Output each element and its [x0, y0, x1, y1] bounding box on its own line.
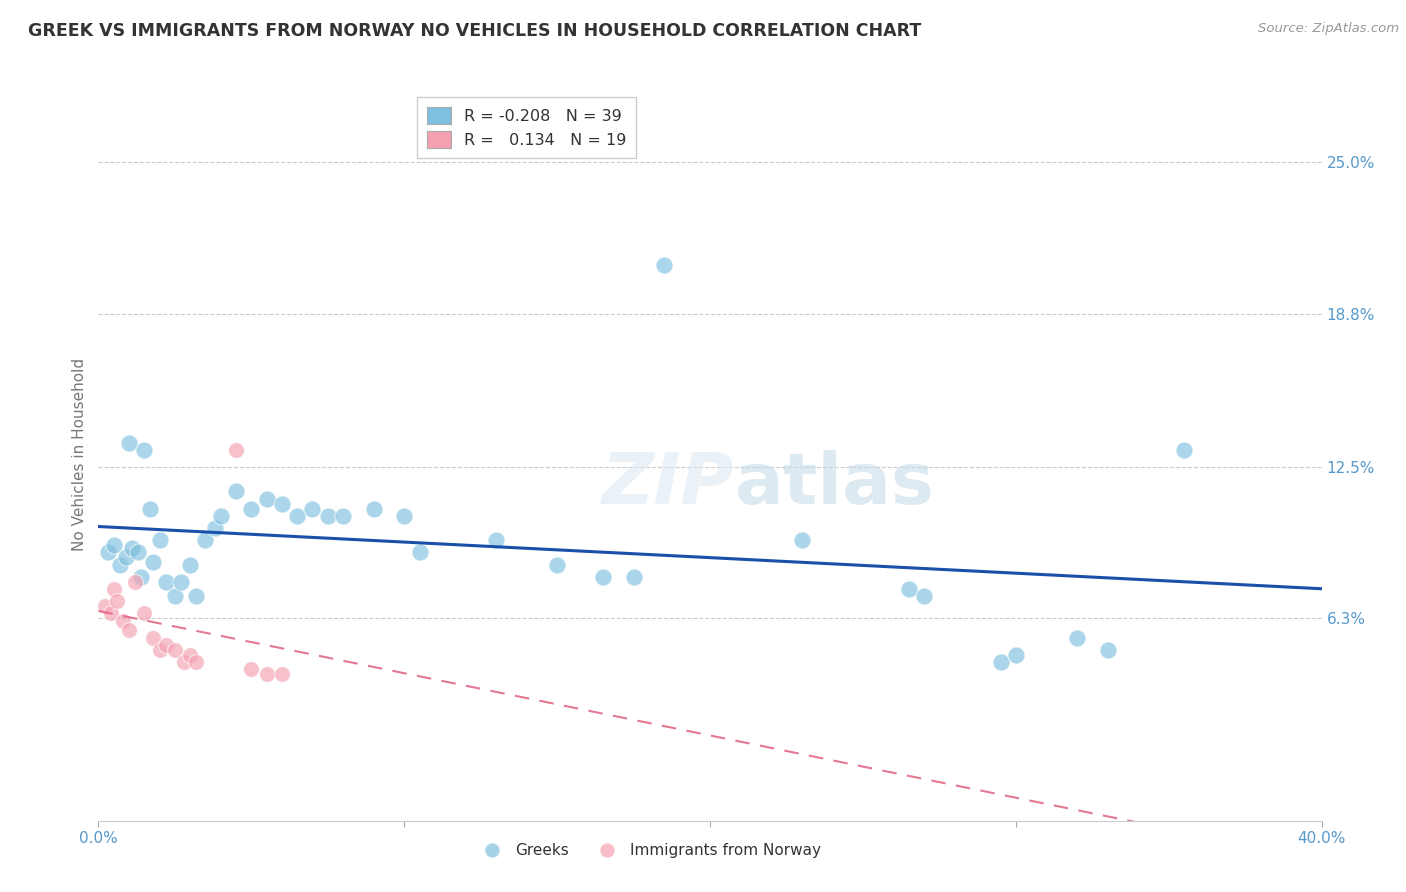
Point — [256, 491, 278, 506]
Point — [1066, 631, 1088, 645]
Point — [592, 570, 614, 584]
Point — [155, 574, 177, 589]
Point — [256, 667, 278, 681]
Point — [170, 574, 193, 589]
Point — [225, 484, 247, 499]
Point — [103, 538, 125, 552]
Point — [118, 624, 141, 638]
Point — [100, 607, 122, 621]
Point — [1004, 648, 1026, 662]
Text: atlas: atlas — [734, 450, 935, 518]
Point — [204, 521, 226, 535]
Point — [173, 655, 195, 669]
Point — [912, 590, 935, 604]
Point — [111, 614, 134, 628]
Point — [134, 607, 156, 621]
Point — [285, 508, 308, 523]
Point — [149, 533, 172, 548]
Point — [209, 508, 232, 523]
Point — [790, 533, 813, 548]
Point — [194, 533, 217, 548]
Point — [186, 655, 208, 669]
Point — [270, 667, 294, 681]
Point — [240, 663, 263, 677]
Text: Source: ZipAtlas.com: Source: ZipAtlas.com — [1258, 22, 1399, 36]
Point — [142, 555, 165, 569]
Point — [392, 508, 416, 523]
Point — [142, 631, 165, 645]
Point — [179, 648, 201, 662]
Point — [163, 590, 186, 604]
Point — [363, 501, 385, 516]
Point — [270, 497, 294, 511]
Point — [118, 435, 141, 450]
Point — [240, 501, 263, 516]
Point — [121, 541, 143, 555]
Point — [179, 558, 201, 572]
Point — [1173, 443, 1195, 458]
Point — [127, 545, 149, 559]
Point — [163, 643, 186, 657]
Point — [103, 582, 125, 596]
Legend: Greeks, Immigrants from Norway: Greeks, Immigrants from Norway — [471, 837, 827, 864]
Point — [485, 533, 508, 548]
Point — [97, 545, 120, 559]
Point — [129, 570, 152, 584]
Point — [897, 582, 920, 596]
Text: GREEK VS IMMIGRANTS FROM NORWAY NO VEHICLES IN HOUSEHOLD CORRELATION CHART: GREEK VS IMMIGRANTS FROM NORWAY NO VEHIC… — [28, 22, 921, 40]
Point — [1097, 643, 1119, 657]
Point — [105, 594, 128, 608]
Point — [546, 558, 568, 572]
Point — [149, 643, 172, 657]
Point — [134, 443, 156, 458]
Point — [332, 508, 354, 523]
Point — [408, 545, 430, 559]
Point — [990, 655, 1012, 669]
Point — [652, 258, 675, 272]
Point — [139, 501, 162, 516]
Text: ZIP: ZIP — [602, 450, 734, 518]
Point — [316, 508, 339, 523]
Y-axis label: No Vehicles in Household: No Vehicles in Household — [72, 359, 87, 551]
Point — [93, 599, 115, 613]
Point — [186, 590, 208, 604]
Point — [301, 501, 323, 516]
Point — [108, 558, 131, 572]
Point — [115, 550, 138, 565]
Point — [155, 638, 177, 652]
Point — [124, 574, 146, 589]
Point — [623, 570, 645, 584]
Point — [225, 443, 247, 458]
